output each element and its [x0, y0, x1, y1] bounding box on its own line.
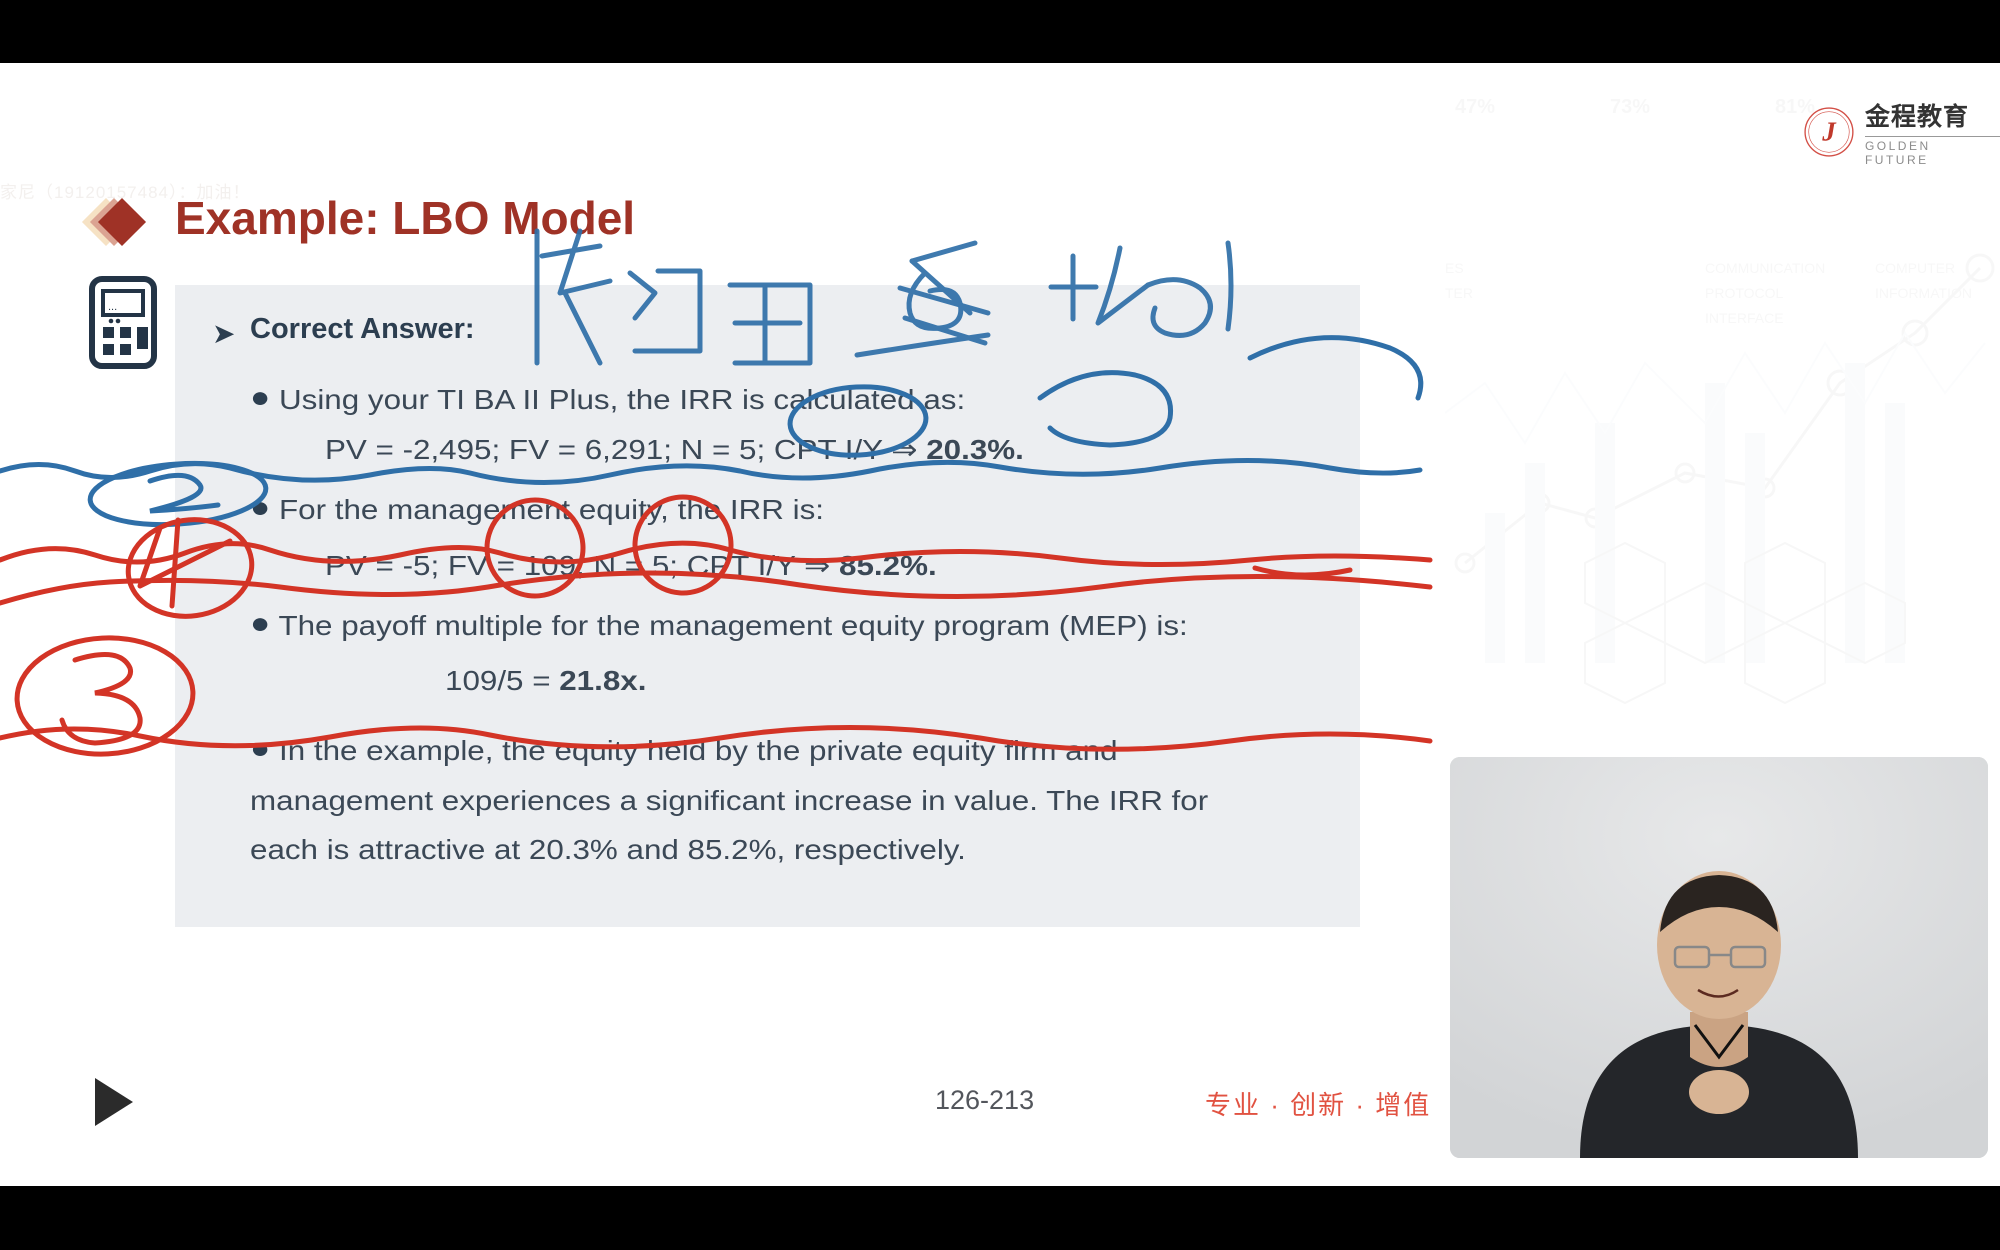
svg-text:TER: TER: [1445, 285, 1473, 301]
svg-text:ES: ES: [1445, 260, 1464, 276]
svg-text:COMPUTER: COMPUTER: [1875, 260, 1955, 276]
svg-text:81%: 81%: [1775, 96, 1815, 118]
svg-text:INTERFACE: INTERFACE: [1705, 310, 1784, 326]
svg-text:COMMUNICATION: COMMUNICATION: [1705, 260, 1825, 276]
svg-text:73%: 73%: [1610, 96, 1650, 118]
svg-text:INFORMATION: INFORMATION: [1875, 285, 1972, 301]
svg-text:47%: 47%: [1455, 96, 1495, 118]
svg-text:PROTOCOL: PROTOCOL: [1705, 285, 1784, 301]
